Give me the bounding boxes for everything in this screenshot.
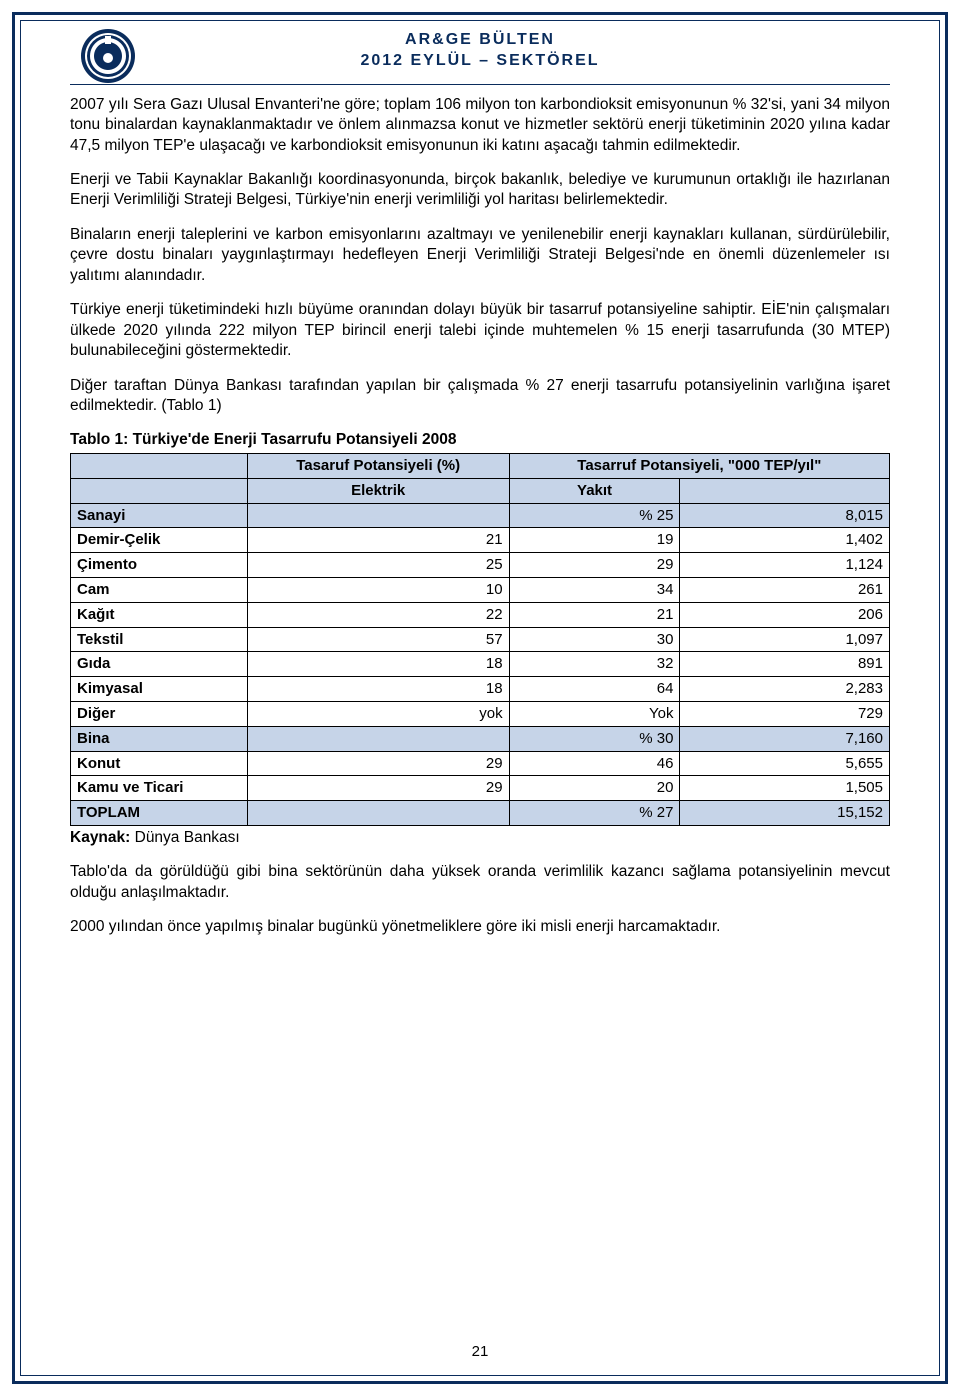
table-row: Cam1034261: [71, 577, 890, 602]
cell-yakit: % 25: [509, 503, 680, 528]
row-label: Kağıt: [71, 602, 248, 627]
cell-yakit: 34: [509, 577, 680, 602]
cell-yakit: 21: [509, 602, 680, 627]
cell-elektrik: 29: [247, 751, 509, 776]
cell-tep: 1,124: [680, 553, 890, 578]
paragraph-5: Diğer taraftan Dünya Bankası tarafından …: [70, 376, 890, 417]
table-row: Kamu ve Ticari29201,505: [71, 776, 890, 801]
th-yakit: Yakıt: [509, 478, 680, 503]
table-row: Sanayi % 258,015: [71, 503, 890, 528]
cell-elektrik: [247, 801, 509, 826]
cell-yakit: 29: [509, 553, 680, 578]
row-label: Demir-Çelik: [71, 528, 248, 553]
table-title: Tablo 1: Türkiye'de Enerji Tasarrufu Pot…: [70, 430, 890, 450]
row-label: Gıda: [71, 652, 248, 677]
cell-tep: 1,505: [680, 776, 890, 801]
body-content: 2007 yılı Sera Gazı Ulusal Envanteri'ne …: [70, 95, 890, 938]
table-row: Kağıt2221206: [71, 602, 890, 627]
table-row: Gıda1832891: [71, 652, 890, 677]
table-row: Demir-Çelik21191,402: [71, 528, 890, 553]
cell-yakit: % 27: [509, 801, 680, 826]
row-label: Diğer: [71, 701, 248, 726]
cell-elektrik: 22: [247, 602, 509, 627]
data-table: Tasaruf Potansiyeli (%) Tasarruf Potansi…: [70, 453, 890, 826]
header-title-1: AR&GE BÜLTEN: [70, 30, 890, 51]
cell-tep: 261: [680, 577, 890, 602]
row-label: Sanayi: [71, 503, 248, 528]
table-source: Kaynak: Dünya Bankası: [70, 828, 890, 848]
th-empty-3: [680, 478, 890, 503]
cell-elektrik: yok: [247, 701, 509, 726]
cell-elektrik: 57: [247, 627, 509, 652]
row-label: Çimento: [71, 553, 248, 578]
cell-tep: 2,283: [680, 677, 890, 702]
cell-yakit: 30: [509, 627, 680, 652]
table-row: Kimyasal18642,283: [71, 677, 890, 702]
table-row: Tekstil57301,097: [71, 627, 890, 652]
paragraph-3: Binaların enerji taleplerini ve karbon e…: [70, 225, 890, 286]
cell-tep: 15,152: [680, 801, 890, 826]
cell-tep: 1,097: [680, 627, 890, 652]
paragraph-1: 2007 yılı Sera Gazı Ulusal Envanteri'ne …: [70, 95, 890, 156]
table-row: Konut29465,655: [71, 751, 890, 776]
header-title-2: 2012 EYLÜL – SEKTÖREL: [70, 51, 890, 72]
cell-yakit: 19: [509, 528, 680, 553]
source-value: Dünya Bankası: [130, 829, 239, 846]
cell-tep: 5,655: [680, 751, 890, 776]
th-empty: [71, 453, 248, 478]
header-divider: [70, 84, 890, 85]
paragraph-6: Tablo'da da görüldüğü gibi bina sektörün…: [70, 862, 890, 903]
row-label: Cam: [71, 577, 248, 602]
cell-elektrik: 29: [247, 776, 509, 801]
th-potansiyel: Tasarruf Potansiyeli, "000 TEP/yıl": [509, 453, 889, 478]
row-label: Kimyasal: [71, 677, 248, 702]
row-label: Bina: [71, 726, 248, 751]
paragraph-2: Enerji ve Tabii Kaynaklar Bakanlığı koor…: [70, 170, 890, 211]
cell-tep: 891: [680, 652, 890, 677]
cell-elektrik: 18: [247, 652, 509, 677]
row-label: Tekstil: [71, 627, 248, 652]
cell-yakit: 20: [509, 776, 680, 801]
table-row: DiğeryokYok729: [71, 701, 890, 726]
cell-yakit: 46: [509, 751, 680, 776]
cell-elektrik: [247, 503, 509, 528]
page-number: 21: [70, 1343, 890, 1360]
table-row: Bina % 307,160: [71, 726, 890, 751]
source-label: Kaynak:: [70, 829, 130, 846]
cell-elektrik: 25: [247, 553, 509, 578]
cell-tep: 1,402: [680, 528, 890, 553]
page-container: AR&GE BÜLTEN 2012 EYLÜL – SEKTÖREL 2007 …: [70, 30, 890, 1366]
cell-tep: 206: [680, 602, 890, 627]
cell-tep: 8,015: [680, 503, 890, 528]
paragraph-7: 2000 yılından önce yapılmış binalar bugü…: [70, 917, 890, 937]
th-empty-2: [71, 478, 248, 503]
cell-yakit: Yok: [509, 701, 680, 726]
cell-yakit: 64: [509, 677, 680, 702]
page-header: AR&GE BÜLTEN 2012 EYLÜL – SEKTÖREL: [70, 30, 890, 72]
cell-elektrik: [247, 726, 509, 751]
cell-elektrik: 10: [247, 577, 509, 602]
cell-tep: 729: [680, 701, 890, 726]
cell-yakit: % 30: [509, 726, 680, 751]
th-elektrik: Elektrik: [247, 478, 509, 503]
row-label: Konut: [71, 751, 248, 776]
paragraph-4: Türkiye enerji tüketimindeki hızlı büyüm…: [70, 300, 890, 361]
cell-tep: 7,160: [680, 726, 890, 751]
row-label: TOPLAM: [71, 801, 248, 826]
table-body: Sanayi% 258,015Demir-Çelik21191,402Çimen…: [71, 503, 890, 825]
th-tasaruf: Tasaruf Potansiyeli (%): [247, 453, 509, 478]
row-label: Kamu ve Ticari: [71, 776, 248, 801]
table-row: TOPLAM % 2715,152: [71, 801, 890, 826]
cell-yakit: 32: [509, 652, 680, 677]
table-header-row-1: Tasaruf Potansiyeli (%) Tasarruf Potansi…: [71, 453, 890, 478]
cell-elektrik: 18: [247, 677, 509, 702]
cell-elektrik: 21: [247, 528, 509, 553]
table-row: Çimento25291,124: [71, 553, 890, 578]
table-header-row-2: Elektrik Yakıt: [71, 478, 890, 503]
